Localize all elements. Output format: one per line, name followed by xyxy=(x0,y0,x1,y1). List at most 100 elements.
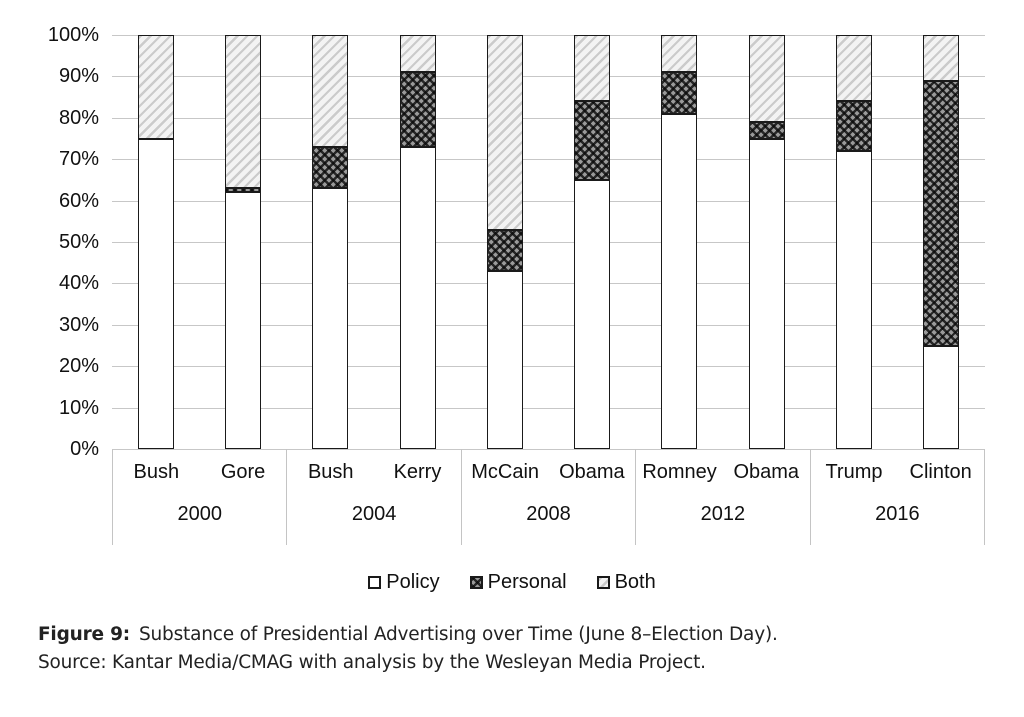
bar-segment-policy xyxy=(748,138,785,449)
year-label: 2008 xyxy=(526,503,571,526)
candidate-names-row: Romney Obama xyxy=(636,449,809,496)
stacked-bar-obama-5 xyxy=(574,35,611,449)
candidate-label: Bush xyxy=(133,461,180,484)
candidate-label: Obama xyxy=(559,461,625,484)
bar-segment-both xyxy=(137,35,174,139)
legend: Policy Personal Both xyxy=(0,571,1024,594)
bar-slot-kerry-3 xyxy=(374,35,461,449)
candidate-label: Obama xyxy=(733,461,800,484)
bar-segment-personal xyxy=(574,101,611,180)
legend-item-personal: Personal xyxy=(469,571,567,594)
bar-slot-obama-7 xyxy=(723,35,810,449)
plot-area xyxy=(112,35,985,450)
candidate-label: Kerry xyxy=(393,461,442,484)
bar-segment-personal xyxy=(486,229,523,271)
figure-title-text: Substance of Presidential Advertising ov… xyxy=(138,624,778,645)
candidate-label: Gore xyxy=(220,461,266,484)
bar-slot-obama-5 xyxy=(548,35,635,449)
bar-segment-personal xyxy=(661,72,698,114)
year-label: 2000 xyxy=(177,503,222,526)
bar-segment-personal xyxy=(224,188,261,193)
candidate-label: Bush xyxy=(307,461,354,484)
legend-label: Policy xyxy=(386,571,440,593)
stacked-bar-bush-2 xyxy=(312,35,349,449)
gridline xyxy=(112,449,985,450)
gridline xyxy=(112,283,985,284)
legend-item-policy: Policy xyxy=(368,571,440,594)
candidate-label: Trump xyxy=(825,461,883,484)
legend-item-both: Both xyxy=(596,571,656,594)
candidate-label: McCain xyxy=(471,461,540,484)
figure-number-label: Figure 9: xyxy=(38,624,130,645)
gridline xyxy=(112,325,985,326)
bar-segment-policy xyxy=(399,146,436,449)
candidate-names-row: Bush Gore xyxy=(113,449,286,496)
gridline xyxy=(112,366,985,367)
bar-segment-personal xyxy=(312,146,349,189)
y-axis-tick-label: 40% xyxy=(58,272,99,294)
y-axis-tick-label: 20% xyxy=(58,355,99,377)
gridline xyxy=(112,201,985,202)
candidate-names-row: Trump Clinton xyxy=(811,449,984,496)
bar-segment-both xyxy=(923,35,960,81)
bar-slot-bush-0 xyxy=(112,35,199,449)
bar-segment-policy xyxy=(923,345,960,449)
gridline xyxy=(112,159,985,160)
bar-segment-both xyxy=(224,35,261,189)
year-label: 2004 xyxy=(351,503,397,526)
legend-swatch-light-diagonal xyxy=(596,576,610,589)
bar-segment-both xyxy=(486,35,523,230)
candidate-names-row: McCain Obama xyxy=(462,449,635,496)
bar-segment-personal xyxy=(748,121,785,139)
bar-segment-personal xyxy=(399,72,436,147)
y-axis-tick-label: 80% xyxy=(58,107,99,129)
y-axis-tick-label: 50% xyxy=(58,231,99,253)
year-group-2012: Romney Obama 2012 xyxy=(636,449,811,545)
candidate-label: Romney xyxy=(642,461,717,484)
y-axis-tick-label: 10% xyxy=(58,397,99,419)
bar-segment-both xyxy=(836,35,873,102)
figure-caption: Figure 9: Substance of Presidential Adver… xyxy=(38,621,978,677)
y-axis-tick-label: 0% xyxy=(70,438,99,460)
bar-slot-gore-1 xyxy=(199,35,286,449)
bar-segment-both xyxy=(574,35,611,102)
y-axis-tick-label: 70% xyxy=(58,148,99,170)
caption-line: Figure 9: Substance of Presidential Adver… xyxy=(38,621,978,649)
stacked-bar-kerry-3 xyxy=(399,35,436,449)
gridline xyxy=(112,408,985,409)
year-label: 2012 xyxy=(700,503,746,526)
gridline xyxy=(112,76,985,77)
source-line: Source: Kantar Media/CMAG with analysis … xyxy=(38,652,706,673)
gridline xyxy=(112,242,985,243)
bar-slot-bush-2 xyxy=(287,35,374,449)
bar-slot-clinton-9 xyxy=(898,35,985,449)
gridline xyxy=(112,118,985,119)
bar-segment-both xyxy=(312,35,349,147)
y-axis-tick-label: 90% xyxy=(58,65,99,87)
year-group-2016: Trump Clinton 2016 xyxy=(811,449,984,545)
stacked-bar-gore-1 xyxy=(224,35,261,449)
legend-swatch-solid-white xyxy=(368,576,382,589)
bar-segment-personal xyxy=(836,101,873,151)
stacked-bar-mccain-4 xyxy=(486,35,523,449)
stacked-bar-obama-7 xyxy=(748,35,785,449)
bar-segment-both xyxy=(399,35,436,73)
y-axis-tick-label: 100% xyxy=(47,24,99,46)
candidate-names-row: Bush Kerry xyxy=(287,449,460,496)
bar-segment-both xyxy=(661,35,698,73)
candidate-label: Clinton xyxy=(909,461,972,484)
bar-segment-both xyxy=(748,35,785,122)
legend-swatch-dark-crosshatch xyxy=(469,576,483,589)
bar-segment-policy xyxy=(486,270,523,449)
bar-segment-policy xyxy=(224,192,261,449)
year-label: 2016 xyxy=(875,503,920,526)
bars-layer xyxy=(112,35,985,449)
bar-segment-policy xyxy=(137,138,174,449)
x-axis-label-box: Bush Gore 2000 Bush Kerry 2004 McCain Obama 2008… xyxy=(112,449,985,545)
bar-slot-trump-8 xyxy=(810,35,897,449)
legend-label: Personal xyxy=(487,571,567,593)
gridline xyxy=(112,35,985,36)
year-group-2000: Bush Gore 2000 xyxy=(113,449,288,545)
bar-segment-policy xyxy=(312,188,349,449)
